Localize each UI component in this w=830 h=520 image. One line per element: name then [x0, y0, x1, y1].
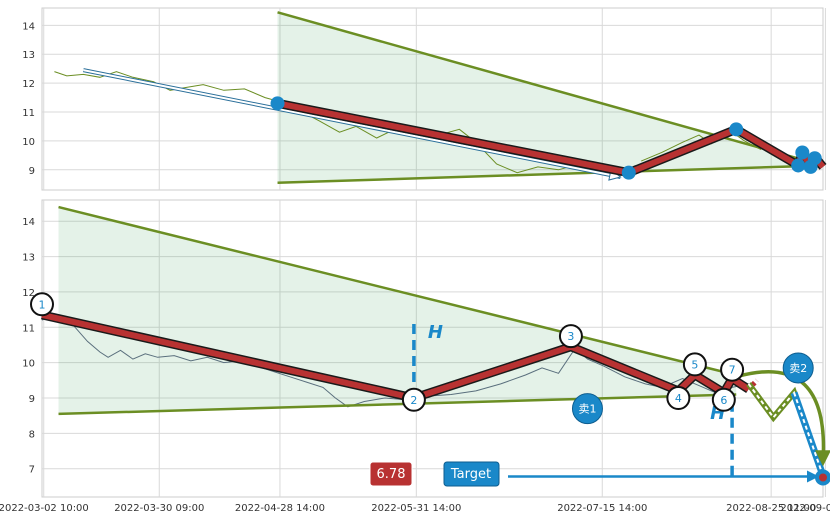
target-arrow-head	[807, 470, 819, 483]
pivot-label-circle	[666, 386, 691, 410]
x-tick-label: 2022-07-15 14:00	[557, 503, 647, 514]
x-tick-label: 2022-09-07 14:00	[780, 503, 830, 514]
projection-curve-head	[815, 450, 830, 467]
pivot-label: 6	[720, 394, 727, 407]
x-tick-label: 2022-03-02 10:00	[0, 503, 89, 514]
pivot-label-circle	[682, 352, 707, 377]
x-tick-label: 2022-08-25 11:00	[726, 503, 816, 514]
pivot-label-circle	[720, 357, 745, 382]
sell-point-label: 卖2	[789, 362, 807, 375]
y-tick-label: 8	[29, 429, 35, 440]
pivot-label-circle	[30, 292, 54, 317]
y-tick-label: 9	[29, 166, 35, 177]
y-tick-label: 13	[22, 253, 35, 264]
upper-trendline	[277, 11, 824, 167]
target-label-box: Target	[443, 461, 500, 487]
target-label: Target	[450, 467, 491, 482]
pivot-label: 4	[675, 392, 682, 405]
x-tick-label: 2022-03-30 09:00	[114, 503, 204, 514]
projection-curve	[735, 370, 826, 463]
upper-trendline	[58, 205, 737, 377]
pivot-label-circle	[558, 324, 583, 349]
target-point-center	[819, 473, 827, 482]
y-tick-label: 10	[22, 359, 35, 370]
y-tick-label: 7	[29, 465, 35, 476]
x-tick-label: 2022-04-28 14:00	[235, 503, 325, 514]
overview-panel: 9 10 11 12 13 14	[22, 7, 827, 191]
projection-leg-core	[793, 392, 824, 477]
trend-arrow-core	[83, 69, 621, 178]
pivot-dot	[791, 158, 806, 173]
y-tick-label: 12	[22, 79, 35, 90]
target-value-label: 6.78	[377, 467, 406, 482]
sell-point-badge	[782, 352, 814, 384]
pivot-label: 2	[410, 394, 417, 407]
sell-point-badge	[571, 393, 603, 425]
target-value-box: 6.78	[369, 461, 413, 487]
price-line	[41, 314, 749, 408]
y-tick-label: 14	[22, 21, 35, 32]
lower-trendline	[58, 393, 737, 416]
x-tick-label: 2022-05-31 14:00	[371, 503, 461, 514]
lower-trendline	[277, 164, 824, 185]
pivot-dot	[807, 151, 822, 166]
pivot-label: 5	[691, 358, 698, 371]
plot-frame	[41, 7, 824, 191]
y-tick-label: 13	[22, 50, 35, 61]
pivot-label-circle	[711, 387, 736, 412]
annotations: 6.78 Target	[369, 461, 500, 487]
pivot-dot	[270, 96, 285, 111]
projection-path	[747, 383, 824, 477]
y-tick-label: 9	[29, 394, 35, 405]
y-tick-label: 11	[22, 108, 35, 119]
y-tick-label: 11	[22, 323, 35, 334]
y-tick-label: 12	[22, 288, 35, 299]
pivot-label: 3	[567, 330, 574, 343]
sell-point-label: 卖1	[578, 403, 596, 416]
pivot-dot	[795, 145, 810, 160]
pivot-label: 1	[39, 298, 46, 311]
pivot-dot	[621, 165, 636, 180]
y-tick-label: 10	[22, 137, 35, 148]
pivot-label-circle	[401, 387, 426, 412]
height-marker-label: H	[428, 322, 443, 343]
price-line	[54, 71, 621, 175]
y-tick-label: 14	[22, 217, 35, 228]
pivot-label: 7	[729, 364, 736, 377]
pivot-dot	[729, 122, 744, 137]
